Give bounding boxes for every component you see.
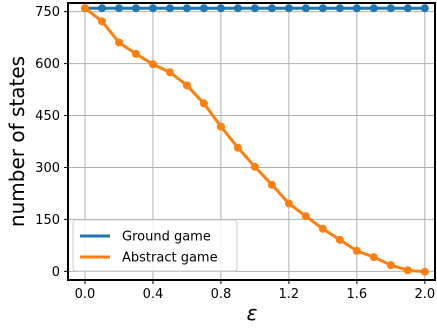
data-point-abstract-game	[131, 49, 140, 58]
data-point-abstract-game	[148, 60, 157, 69]
x-tick-label: 1.6	[346, 287, 367, 302]
data-point-abstract-game	[386, 261, 395, 270]
data-point-ground-game	[148, 4, 157, 13]
data-point-abstract-game	[80, 4, 89, 13]
data-point-abstract-game	[250, 162, 259, 171]
data-point-ground-game	[165, 4, 174, 13]
legend: Ground game Abstract game	[72, 219, 238, 272]
x-tick-label: 2.0	[414, 287, 435, 302]
data-point-ground-game	[131, 4, 140, 13]
y-tick-label: 600	[35, 57, 60, 72]
data-point-abstract-game	[97, 17, 106, 26]
data-point-abstract-game	[318, 224, 327, 233]
data-point-ground-game	[335, 4, 344, 13]
x-tick-label: 0.8	[211, 287, 232, 302]
data-point-abstract-game	[420, 267, 429, 276]
data-point-ground-game	[284, 4, 293, 13]
data-point-abstract-game	[369, 253, 378, 262]
axis-ticks: 0.0 0.4 0.8 1.2 1.6 2.0 0 150 300 450 600 750	[35, 5, 435, 302]
data-point-ground-game	[318, 4, 327, 13]
data-point-abstract-game	[233, 143, 242, 152]
data-point-abstract-game	[267, 180, 276, 189]
data-point-abstract-game	[403, 266, 412, 275]
data-point-abstract-game	[182, 81, 191, 90]
x-tick-label: 1.2	[279, 287, 300, 302]
data-point-abstract-game	[335, 235, 344, 244]
data-point-abstract-game	[352, 246, 361, 255]
legend-label-abstract-game: Abstract game	[122, 251, 218, 266]
data-point-abstract-game	[114, 38, 123, 47]
x-axis-title: ε	[247, 301, 258, 325]
data-point-ground-game	[97, 4, 106, 13]
data-point-ground-game	[250, 4, 259, 13]
data-point-abstract-game	[165, 68, 174, 77]
y-axis-title: number of states	[5, 56, 29, 227]
plot-frame	[67, 2, 436, 281]
data-point-ground-game	[182, 4, 191, 13]
data-point-ground-game	[114, 4, 123, 13]
y-tick-label: 750	[35, 5, 60, 20]
legend-box	[72, 219, 238, 272]
data-point-ground-game	[386, 4, 395, 13]
y-tick-label: 300	[35, 161, 60, 176]
data-point-ground-game	[420, 4, 429, 13]
data-point-abstract-game	[301, 212, 310, 221]
y-tick-label: 0	[52, 265, 60, 280]
data-point-ground-game	[352, 4, 361, 13]
data-point-abstract-game	[284, 199, 293, 208]
data-point-ground-game	[301, 4, 310, 13]
data-point-ground-game	[216, 4, 225, 13]
x-tick-label: 0.0	[75, 287, 96, 302]
y-tick-label: 450	[35, 109, 60, 124]
data-point-abstract-game	[216, 122, 225, 131]
data-point-ground-game	[233, 4, 242, 13]
data-point-ground-game	[403, 4, 412, 13]
legend-label-ground-game: Ground game	[122, 230, 211, 245]
series-markers	[80, 4, 429, 276]
data-point-abstract-game	[199, 99, 208, 108]
x-tick-label: 0.4	[143, 287, 164, 302]
data-point-ground-game	[199, 4, 208, 13]
data-point-ground-game	[369, 4, 378, 13]
data-point-ground-game	[267, 4, 276, 13]
y-tick-label: 150	[35, 213, 60, 228]
